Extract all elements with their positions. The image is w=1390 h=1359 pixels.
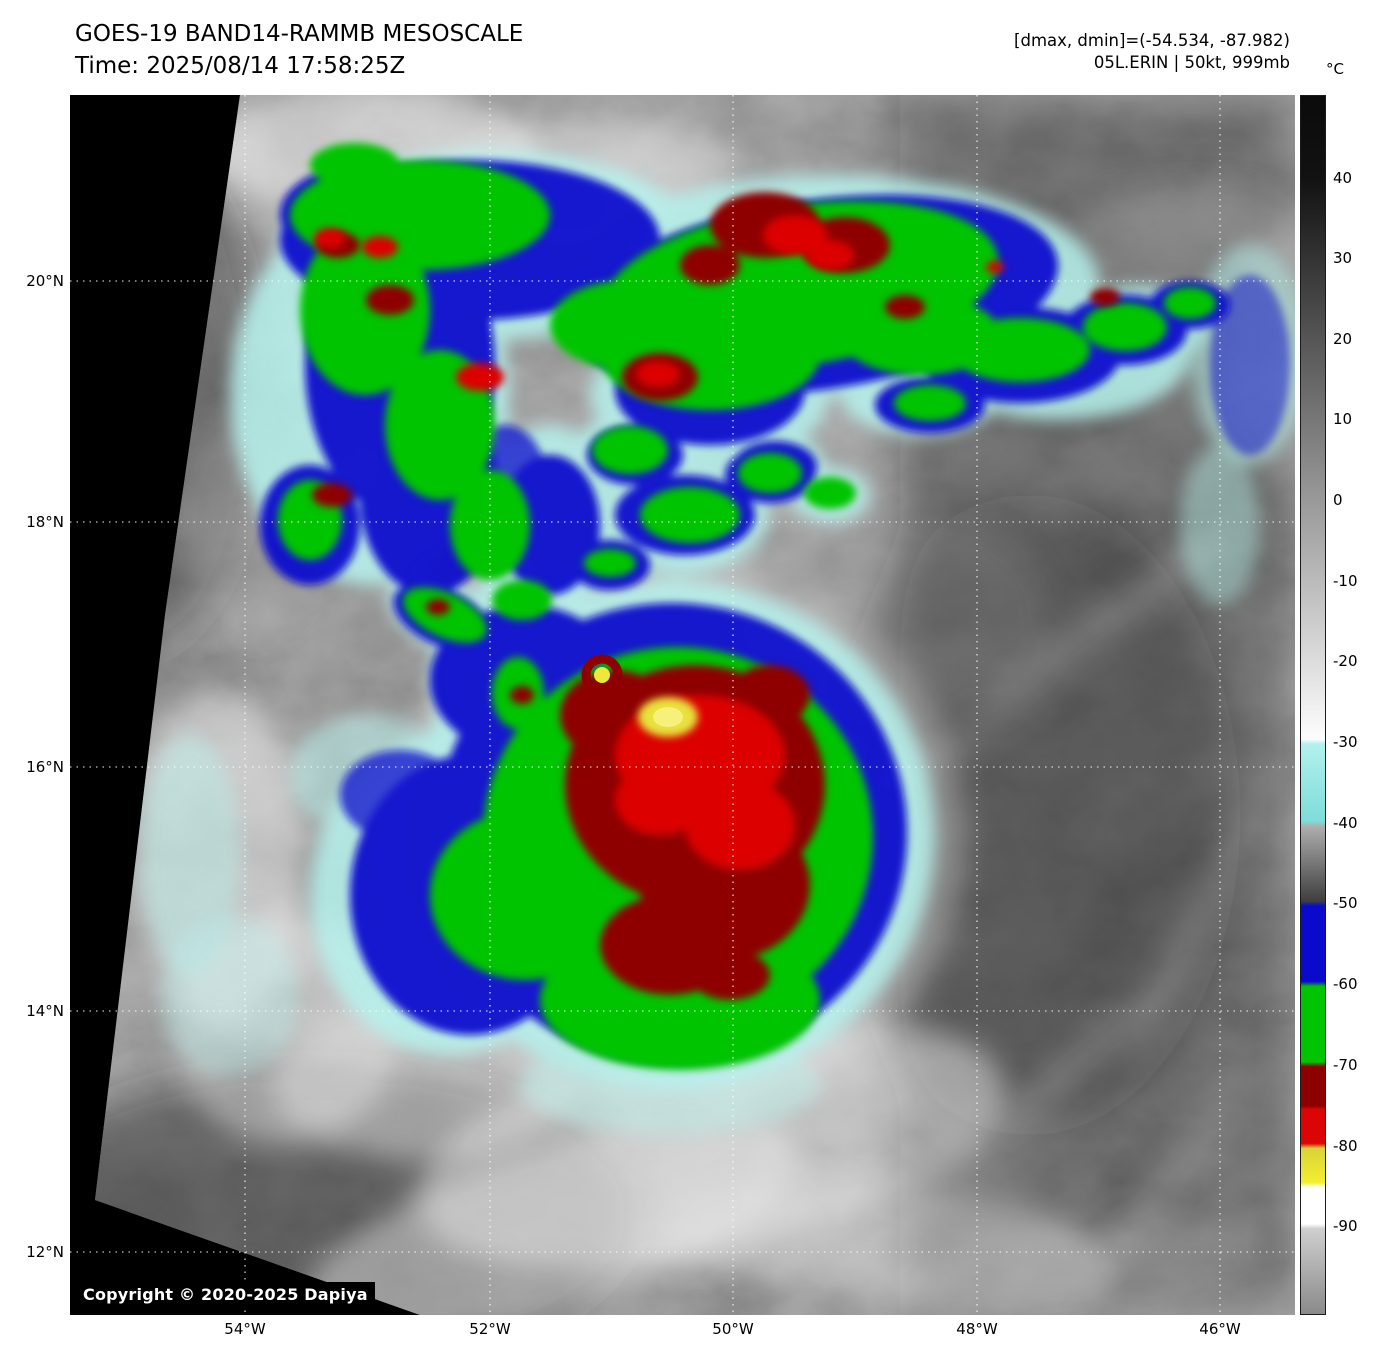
lat-label: 20°N bbox=[26, 272, 64, 290]
colorbar-tick: 40 bbox=[1333, 169, 1353, 187]
temperature-colorbar bbox=[1300, 95, 1326, 1315]
colorbar-tick: -20 bbox=[1333, 652, 1358, 670]
colorbar-tick: -70 bbox=[1333, 1056, 1358, 1074]
scan-region bbox=[95, 95, 1295, 1315]
dmax-dmin-readout: [dmax, dmin]=(-54.534, -87.982) bbox=[1014, 31, 1290, 50]
colorbar-tick: 0 bbox=[1333, 491, 1343, 509]
colorbar-tick: -10 bbox=[1333, 572, 1358, 590]
colorbar-tick: -50 bbox=[1333, 894, 1358, 912]
lat-label: 18°N bbox=[26, 513, 64, 531]
colorbar-tick: -30 bbox=[1333, 733, 1358, 751]
colorbar-unit-label: °C bbox=[1326, 60, 1344, 78]
red-convection-layer bbox=[314, 215, 1004, 870]
storm-info: 05L.ERIN | 50kt, 999mb bbox=[1093, 53, 1290, 72]
lat-label: 12°N bbox=[26, 1243, 64, 1261]
header-right: [dmax, dmin]=(-54.534, -87.982) 05L.ERIN… bbox=[1014, 30, 1290, 74]
timestamp: Time: 2025/08/14 17:58:25Z bbox=[75, 53, 406, 79]
colorbar-tick: 10 bbox=[1333, 410, 1353, 428]
colorbar-tick: -60 bbox=[1333, 975, 1358, 993]
lon-label: 54°W bbox=[224, 1320, 266, 1338]
lon-label: 50°W bbox=[712, 1320, 754, 1338]
satellite-image bbox=[70, 95, 1295, 1315]
copyright-watermark: Copyright © 2020-2025 Dapiya bbox=[76, 1282, 375, 1307]
header-left: GOES-19 BAND14-RAMMB MESOSCALE Time: 202… bbox=[75, 18, 523, 82]
lat-label: 14°N bbox=[26, 1002, 64, 1020]
lon-label: 52°W bbox=[469, 1320, 511, 1338]
satellite-plot: Copyright © 2020-2025 Dapiya bbox=[70, 95, 1295, 1315]
colorbar-tick: 20 bbox=[1333, 330, 1353, 348]
colorbar-tick: -80 bbox=[1333, 1137, 1358, 1155]
graticule-gridlines bbox=[70, 95, 1295, 1315]
lon-label: 46°W bbox=[1199, 1320, 1241, 1338]
lon-label: 48°W bbox=[956, 1320, 998, 1338]
lat-label: 16°N bbox=[26, 758, 64, 776]
colorbar-tick: -40 bbox=[1333, 814, 1358, 832]
colorbar-tick: 30 bbox=[1333, 249, 1353, 267]
yellow-core-layer bbox=[581, 654, 698, 737]
page-title: GOES-19 BAND14-RAMMB MESOSCALE bbox=[75, 21, 524, 47]
colorbar-tick: -90 bbox=[1333, 1217, 1358, 1235]
